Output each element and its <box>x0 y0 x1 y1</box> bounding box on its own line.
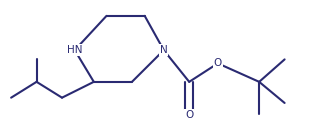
Text: O: O <box>185 110 193 120</box>
Text: HN: HN <box>67 45 82 55</box>
Text: O: O <box>214 58 222 68</box>
Text: N: N <box>160 45 168 55</box>
